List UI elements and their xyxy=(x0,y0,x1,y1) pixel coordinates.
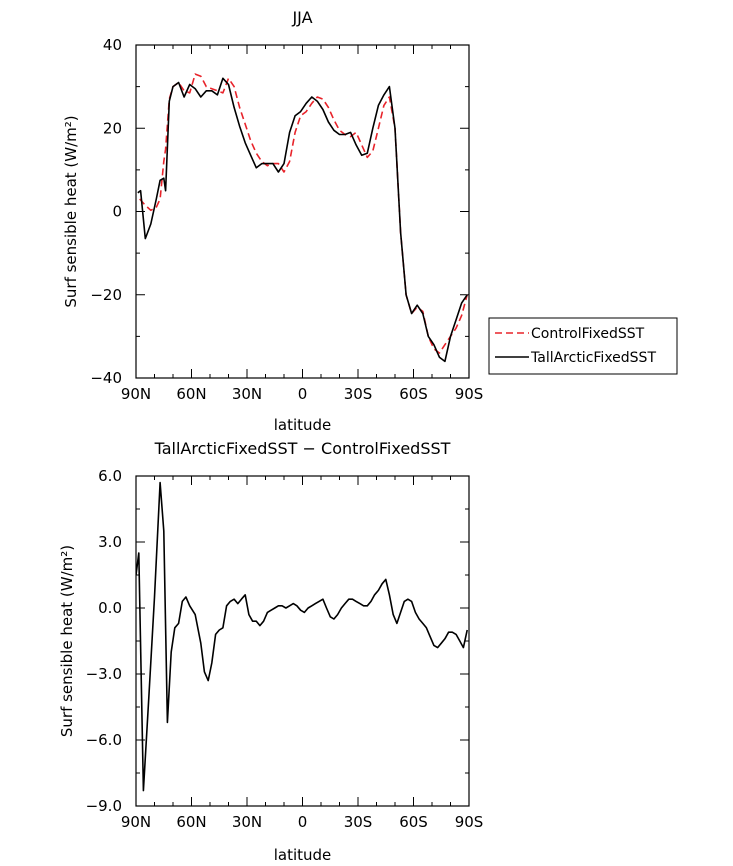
chart1-xtick-label: 30S xyxy=(344,385,373,403)
chart1-title: JJA xyxy=(291,8,312,27)
chart2-ytick-label: −9.0 xyxy=(86,797,122,815)
chart1-ytick-label: −20 xyxy=(90,286,122,304)
chart1-xtick-label: 90N xyxy=(121,385,151,403)
chart2-ytick-label: 3.0 xyxy=(98,533,122,551)
chart1-xaxis-title: latitude xyxy=(274,416,332,434)
chart2-xtick-label: 90S xyxy=(455,813,484,831)
chart1-plot-frame xyxy=(135,44,470,379)
chart2-xtick-label: 30S xyxy=(344,813,373,831)
chart2-xtick-label: 0 xyxy=(298,813,308,831)
chart2-yaxis-title: Surf sensible heat (W/m²) xyxy=(58,545,76,737)
chart1-xtick-label: 60S xyxy=(399,385,428,403)
chart1-legend: ControlFixedSST TallArcticFixedSST xyxy=(488,317,678,375)
chart1-ytick-label: 20 xyxy=(103,119,122,137)
chart2: TallArcticFixedSST − ControlFixedSST 90N 6… xyxy=(58,439,483,864)
chart2-xtick-label: 90N xyxy=(121,813,151,831)
chart2-series-line-difference xyxy=(136,481,468,792)
chart1-ytick-label: 0 xyxy=(112,203,122,221)
chart1-legend-box xyxy=(488,317,678,375)
chart1-series-line-tallarcticfixedsst xyxy=(137,77,468,363)
chart1-series-line-controlfixedsst xyxy=(139,73,468,354)
chart1-xtick-label: 60N xyxy=(176,385,206,403)
chart2-ytick-label: 6.0 xyxy=(98,467,122,485)
chart1-yaxis-title: Surf sensible heat (W/m²) xyxy=(62,115,80,307)
chart2-xtick-label: 60S xyxy=(399,813,428,831)
chart2-xaxis-title: latitude xyxy=(274,846,332,864)
chart2-plot-frame xyxy=(135,475,470,807)
chart1-xtick-label: 30N xyxy=(232,385,262,403)
chart2-xtick-label: 30N xyxy=(232,813,262,831)
chart1-legend-label: ControlFixedSST xyxy=(531,326,645,342)
chart1: JJA 90N 60N 30N 0 30S 60S 90S 40 20 0 −20 −40 latitud… xyxy=(62,8,678,434)
chart2-title: TallArcticFixedSST − ControlFixedSST xyxy=(154,439,451,458)
chart1-ytick-label: 40 xyxy=(103,36,122,54)
chart1-xtick-label: 90S xyxy=(455,385,484,403)
chart2-ytick-label: 0.0 xyxy=(98,599,122,617)
chart2-xtick-label: 60N xyxy=(176,813,206,831)
chart1-ytick-label: −40 xyxy=(90,369,122,387)
chart2-ytick-label: −6.0 xyxy=(86,731,122,749)
chart2-ytick-label: −3.0 xyxy=(86,665,122,683)
chart1-xtick-label: 0 xyxy=(298,385,308,403)
chart1-legend-label: TallArcticFixedSST xyxy=(530,350,656,366)
